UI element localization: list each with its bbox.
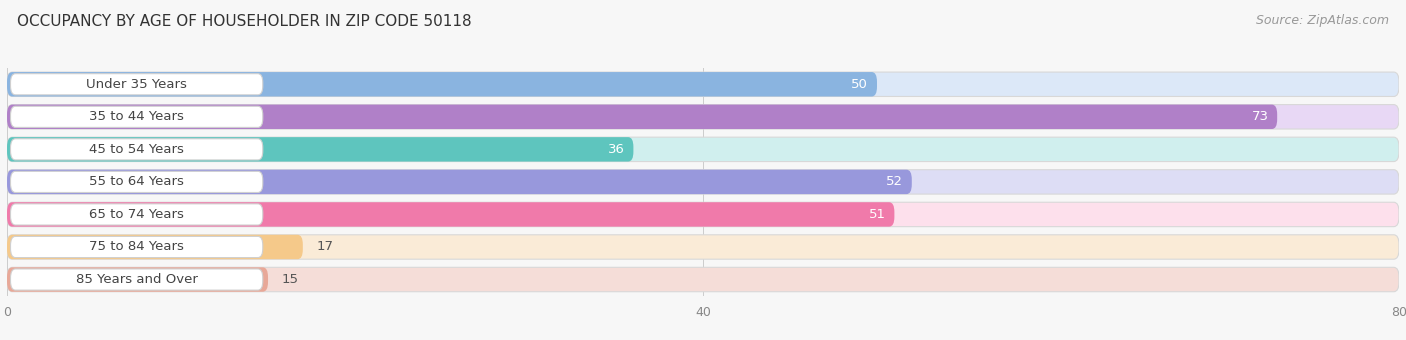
FancyBboxPatch shape bbox=[7, 105, 1277, 129]
Text: 50: 50 bbox=[852, 78, 869, 91]
FancyBboxPatch shape bbox=[7, 72, 877, 97]
FancyBboxPatch shape bbox=[7, 170, 912, 194]
Text: 36: 36 bbox=[607, 143, 624, 156]
FancyBboxPatch shape bbox=[10, 106, 263, 128]
FancyBboxPatch shape bbox=[7, 105, 1399, 129]
Text: 55 to 64 Years: 55 to 64 Years bbox=[89, 175, 184, 188]
FancyBboxPatch shape bbox=[7, 202, 894, 227]
FancyBboxPatch shape bbox=[7, 137, 1399, 162]
Text: 85 Years and Over: 85 Years and Over bbox=[76, 273, 198, 286]
Text: 45 to 54 Years: 45 to 54 Years bbox=[89, 143, 184, 156]
FancyBboxPatch shape bbox=[7, 170, 1399, 194]
Text: 65 to 74 Years: 65 to 74 Years bbox=[89, 208, 184, 221]
FancyBboxPatch shape bbox=[10, 204, 263, 225]
FancyBboxPatch shape bbox=[7, 267, 269, 292]
FancyBboxPatch shape bbox=[7, 72, 1399, 97]
FancyBboxPatch shape bbox=[10, 139, 263, 160]
FancyBboxPatch shape bbox=[7, 202, 1399, 227]
Text: 17: 17 bbox=[316, 240, 333, 254]
Text: 15: 15 bbox=[283, 273, 299, 286]
FancyBboxPatch shape bbox=[10, 171, 263, 192]
FancyBboxPatch shape bbox=[10, 74, 263, 95]
Text: OCCUPANCY BY AGE OF HOUSEHOLDER IN ZIP CODE 50118: OCCUPANCY BY AGE OF HOUSEHOLDER IN ZIP C… bbox=[17, 14, 471, 29]
Text: 73: 73 bbox=[1251, 110, 1268, 123]
FancyBboxPatch shape bbox=[10, 269, 263, 290]
Text: Source: ZipAtlas.com: Source: ZipAtlas.com bbox=[1256, 14, 1389, 27]
Text: 35 to 44 Years: 35 to 44 Years bbox=[89, 110, 184, 123]
FancyBboxPatch shape bbox=[7, 235, 1399, 259]
Text: 75 to 84 Years: 75 to 84 Years bbox=[89, 240, 184, 254]
FancyBboxPatch shape bbox=[10, 236, 263, 258]
FancyBboxPatch shape bbox=[7, 137, 633, 162]
FancyBboxPatch shape bbox=[7, 267, 1399, 292]
Text: 51: 51 bbox=[869, 208, 886, 221]
FancyBboxPatch shape bbox=[7, 235, 302, 259]
Text: 52: 52 bbox=[886, 175, 903, 188]
Text: Under 35 Years: Under 35 Years bbox=[86, 78, 187, 91]
